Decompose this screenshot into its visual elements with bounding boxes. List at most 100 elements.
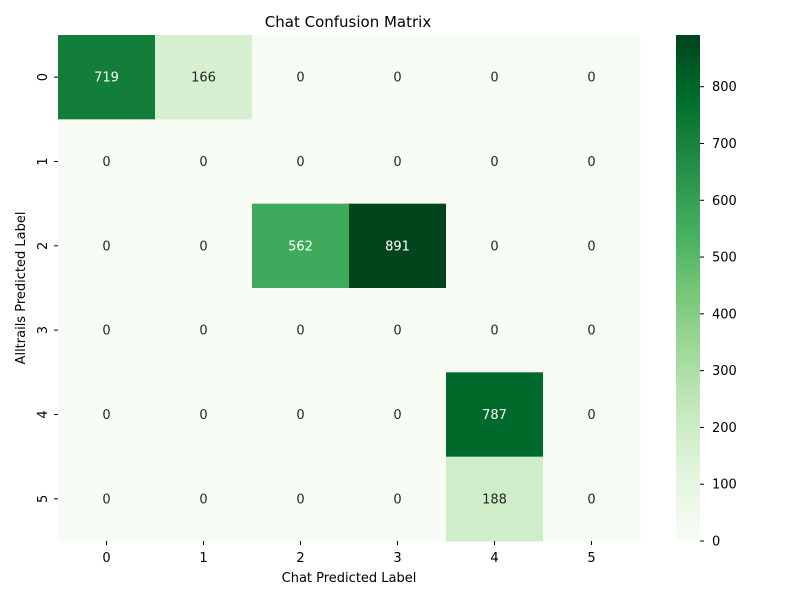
heatmap-cell [349,35,447,120]
cell-value-label: 891 [385,239,410,254]
cell-value-label: 0 [490,155,498,170]
cell-value-label: 0 [587,408,595,423]
heatmap-cell [349,456,447,542]
cell-value-label: 0 [102,408,110,423]
heatmap-cell [446,372,544,458]
cell-value-label: 0 [393,155,401,170]
x-axis: 0 1 2 3 4 5 [102,540,596,566]
heatmap-cell [155,35,253,120]
chart-title: Chat Confusion Matrix [265,13,432,31]
heatmap-cell [349,287,447,373]
y-tick-label: 2 [36,242,51,250]
cell-value-label: 0 [102,155,110,170]
heatmap-cell [349,119,447,205]
heatmap-cell [58,456,156,542]
cell-value-label: 719 [94,71,119,86]
cell-value-label: 0 [587,492,595,507]
colorbar-axis: 0 100 200 300 400 500 600 700 800 [700,80,737,550]
cell-value-label: 787 [482,408,507,423]
cell-value-label: 0 [393,71,401,86]
x-tick-label: 3 [393,551,401,566]
heatmap-cell [58,35,156,120]
heatmap-cell [155,287,253,373]
x-tick-label: 1 [199,551,207,566]
cell-value-label: 0 [102,239,110,254]
x-tick-label: 0 [102,551,110,566]
heatmap-cell [446,119,544,205]
colorbar [676,35,700,541]
y-axis: 0 1 2 3 4 5 [36,73,58,503]
cell-value-label: 0 [296,71,304,86]
cell-value-label: 0 [490,324,498,339]
heatmap-cell [252,203,350,289]
cell-value-label: 0 [296,408,304,423]
cell-value-label: 0 [296,492,304,507]
heatmap-cell [58,119,156,205]
cell-value-label: 0 [393,324,401,339]
cell-value-label: 0 [587,71,595,86]
heatmap-cell [155,203,253,289]
heatmap-cell [155,456,253,542]
heatmap-cell [349,203,447,289]
y-tick-label: 5 [36,495,51,503]
cell-value-label: 0 [199,492,207,507]
colorbar-tick-label: 600 [712,194,737,209]
heatmap-cell [252,119,350,205]
heatmap-cells: 719 166 0 0 0 0 0 0 0 0 0 0 0 0 562 891 0 0 0 0 0 0 0 0 0 0 0 0 787 0… [58,35,641,542]
heatmap-cell [252,287,350,373]
colorbar-tick-label: 100 [712,478,737,493]
cell-value-label: 562 [288,239,313,254]
cell-value-label: 0 [587,155,595,170]
cell-value-label: 0 [199,239,207,254]
heatmap-cell [543,35,641,120]
colorbar-tick-label: 300 [712,364,737,379]
x-tick-label: 4 [490,551,498,566]
x-tick-label: 5 [587,551,595,566]
colorbar-tick-label: 200 [712,421,737,436]
heatmap-cell [446,456,544,542]
heatmap-cell [58,372,156,458]
heatmap-cell [446,203,544,289]
heatmap-cell [252,372,350,458]
x-axis-label: Chat Predicted Label [282,571,417,586]
cell-value-label: 0 [490,239,498,254]
heatmap-cell [446,287,544,373]
y-tick-label: 0 [36,73,51,81]
heatmap-cell [349,372,447,458]
y-tick-label: 1 [36,157,51,165]
y-axis-label: Alltrails Predicted Label [14,212,29,365]
heatmap-cell [252,35,350,120]
colorbar-tick-label: 500 [712,251,737,266]
y-tick-label: 3 [36,326,51,334]
heatmap-cell [543,203,641,289]
colorbar-tick-label: 400 [712,307,737,322]
heatmap-cell [155,372,253,458]
heatmap-cell [155,119,253,205]
cell-value-label: 0 [296,155,304,170]
heatmap-cell [543,456,641,542]
cell-value-label: 0 [393,408,401,423]
heatmap-cell [543,287,641,373]
heatmap-cell [58,203,156,289]
heatmap-cell [446,35,544,120]
colorbar-tick-label: 800 [712,80,737,95]
heatmap-cell [58,287,156,373]
heatmap-cell [543,372,641,458]
colorbar-tick-label: 700 [712,137,737,152]
colorbar-tick-label: 0 [712,535,720,550]
cell-value-label: 166 [191,71,216,86]
cell-value-label: 0 [490,71,498,86]
cell-value-label: 0 [199,324,207,339]
heatmap-cell [252,456,350,542]
heatmap-cell [543,119,641,205]
cell-value-label: 0 [199,408,207,423]
cell-value-label: 0 [102,492,110,507]
cell-value-label: 0 [587,324,595,339]
cell-value-label: 0 [587,239,595,254]
cell-value-label: 0 [393,492,401,507]
cell-value-label: 0 [102,324,110,339]
cell-value-label: 0 [296,324,304,339]
y-tick-label: 4 [36,410,51,418]
x-tick-label: 2 [296,551,304,566]
